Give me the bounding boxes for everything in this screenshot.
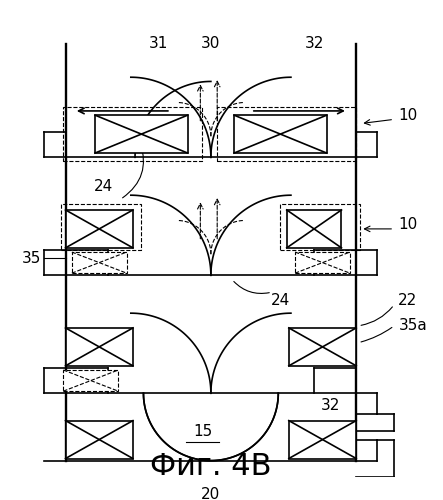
Text: 10: 10 — [398, 108, 418, 122]
Bar — [61, 204, 141, 250]
Text: 22: 22 — [398, 293, 418, 308]
Bar — [72, 252, 127, 273]
Text: 32: 32 — [304, 36, 324, 51]
Text: 15: 15 — [193, 424, 212, 438]
Text: 24: 24 — [271, 293, 290, 308]
Bar — [217, 106, 356, 162]
Bar — [289, 420, 356, 459]
Text: 35: 35 — [22, 251, 42, 266]
Text: 31: 31 — [148, 36, 168, 51]
Text: 20: 20 — [201, 487, 221, 500]
Bar — [66, 328, 133, 366]
Text: 32: 32 — [321, 398, 341, 413]
Bar — [66, 420, 133, 459]
Bar — [234, 115, 327, 153]
Bar — [63, 106, 202, 162]
Bar — [289, 328, 356, 366]
Text: Фиг. 4В: Фиг. 4В — [150, 452, 272, 482]
Bar — [95, 115, 188, 153]
Bar — [295, 252, 350, 273]
Text: 30: 30 — [201, 36, 221, 51]
Text: 10: 10 — [398, 217, 418, 232]
Bar — [287, 210, 342, 248]
Bar — [280, 204, 361, 250]
Text: 35a: 35a — [398, 318, 427, 334]
Bar — [66, 210, 133, 248]
Text: 24: 24 — [94, 180, 113, 194]
Bar — [63, 370, 118, 391]
